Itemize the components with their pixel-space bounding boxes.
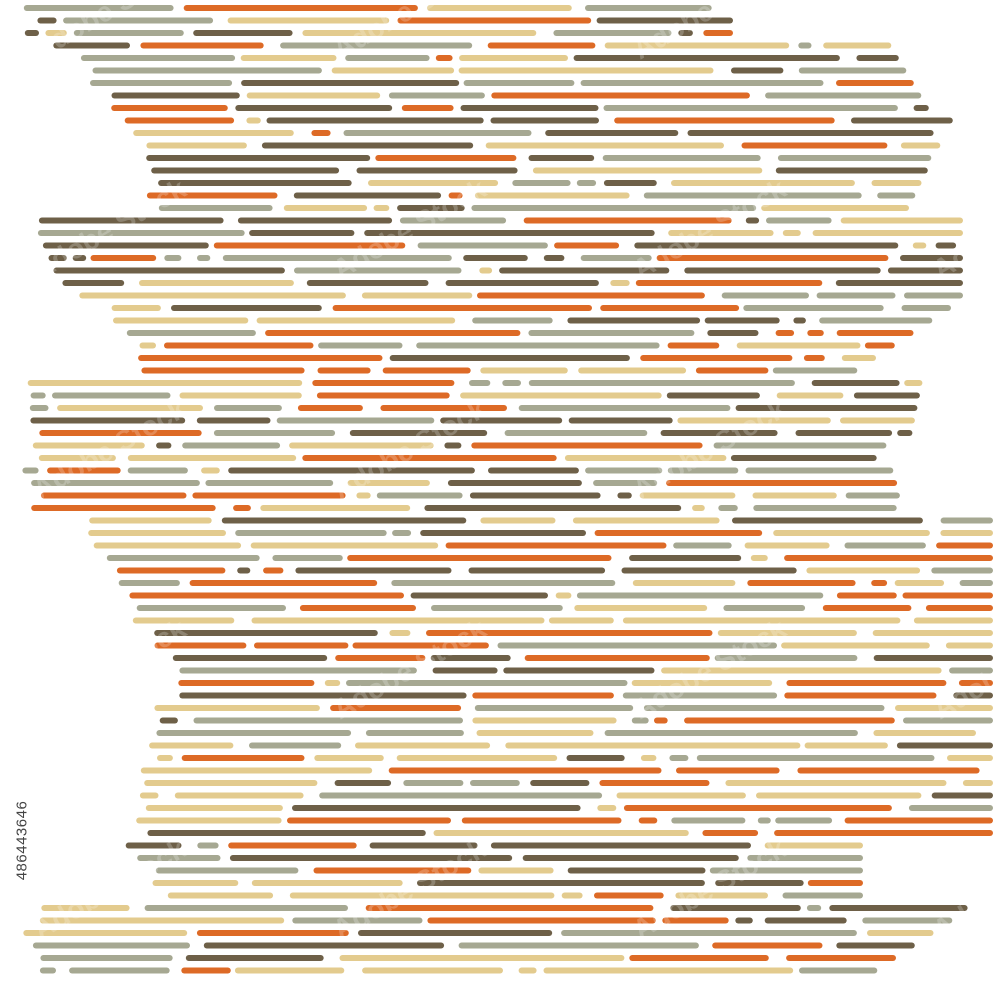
stock-id-label: 486443646	[12, 755, 32, 925]
stock-id-text: 486443646	[13, 800, 31, 880]
